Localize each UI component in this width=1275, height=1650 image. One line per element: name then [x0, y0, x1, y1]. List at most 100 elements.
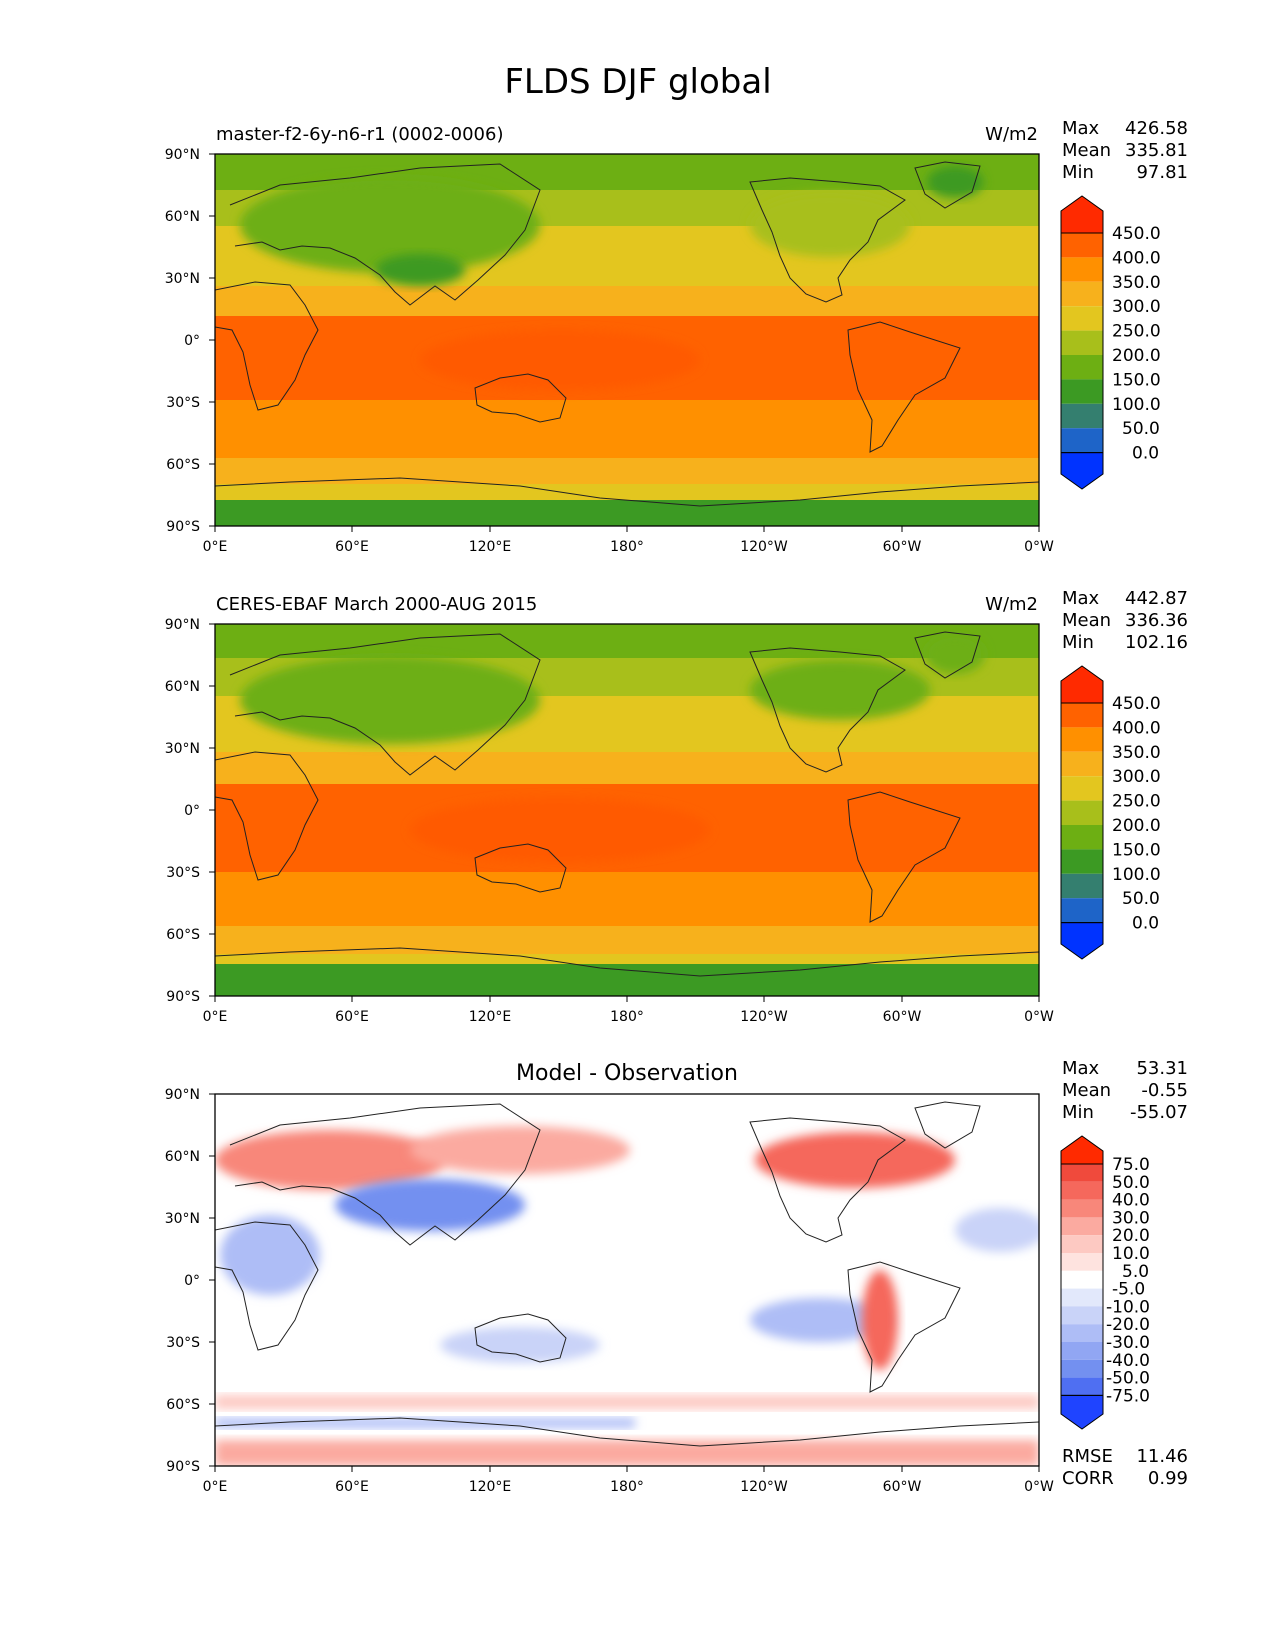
diff-blob-siberia-warm — [410, 1126, 630, 1174]
stats-block: Max 442.87 Mean 336.36 Min 102.16 — [1062, 588, 1188, 653]
colorbar-field: 450.0 400.0 350.0 300.0 250.0 200.0 150.… — [1060, 665, 1161, 960]
y-tick-label: 60°S — [166, 457, 200, 473]
stat-label: CORR — [1062, 1468, 1114, 1489]
coastlines — [215, 1101, 1039, 1447]
x-tick-label: 0°W — [1024, 1009, 1054, 1025]
stat-value: 442.87 — [1125, 588, 1188, 609]
field-blob-greenland — [925, 634, 985, 674]
colorbar-segment — [1061, 233, 1103, 258]
stat-label: Min — [1062, 1102, 1094, 1123]
x-tick-label: 120°E — [469, 1009, 512, 1025]
coastline-africa — [215, 281, 319, 411]
coastline-eurasia — [229, 1103, 541, 1246]
stat-label: Max — [1062, 588, 1100, 609]
field-band-subtropic-north — [215, 286, 1039, 320]
colorbar-segment — [1061, 1324, 1103, 1342]
panel-difference: Model - Observation Max 53.31 Mean -0.55… — [165, 1058, 1188, 1495]
colorbar-segment — [1061, 873, 1103, 899]
y-tick-label: 30°N — [165, 271, 200, 287]
x-tick-label: 0°E — [203, 1009, 228, 1025]
colorbar-label: 450.0 — [1112, 224, 1161, 244]
y-tick-label: 0° — [184, 1273, 200, 1289]
y-tick-label: 30°N — [165, 1211, 200, 1227]
coastline-eurasia — [229, 163, 541, 306]
colorbar-segment — [1061, 1377, 1103, 1396]
x-tick-label: 180° — [610, 539, 644, 555]
x-tick-label: 60°W — [883, 539, 922, 555]
colorbar-label: 350.0 — [1112, 273, 1161, 293]
colorbar-label: 300.0 — [1112, 297, 1161, 317]
y-tick-label: 90°N — [165, 147, 200, 163]
diff-blob-europe-warm — [215, 1130, 445, 1190]
stat-label: Min — [1062, 632, 1094, 653]
colorbar-label: 150.0 — [1112, 370, 1161, 390]
stat-label: Mean — [1062, 1080, 1111, 1101]
y-tick-label: 30°S — [166, 865, 200, 881]
x-tick-label: 0°E — [203, 539, 228, 555]
colorbar-label: 400.0 — [1112, 248, 1161, 268]
stats-block: Max 426.58 Mean 335.81 Min 97.81 — [1062, 118, 1188, 183]
colorbar-label: -40.0 — [1106, 1351, 1150, 1371]
field-band-south-subtropic — [215, 400, 1039, 458]
panel-units: W/m2 — [985, 594, 1038, 615]
stat-label: RMSE — [1062, 1446, 1113, 1467]
stat-value: 97.81 — [1136, 162, 1188, 183]
stat-label: Min — [1062, 162, 1094, 183]
colorbar-segment — [1061, 1359, 1103, 1378]
colorbar-top-arrow — [1060, 195, 1104, 234]
colorbar-label: 100.0 — [1112, 395, 1161, 415]
footer-stats: RMSE 11.46 CORR 0.99 — [1062, 1446, 1188, 1489]
x-tick-label: 120°W — [740, 1009, 788, 1025]
y-tick-label: 60°N — [165, 209, 200, 225]
colorbar-segment — [1061, 1164, 1103, 1182]
diff-band-antarctic-coast-cold — [215, 1418, 635, 1428]
colorbar-outline — [1060, 1163, 1104, 1396]
colorbar-segment — [1061, 898, 1103, 923]
colorbar-segment — [1061, 1181, 1103, 1200]
field-band-south-midlat — [215, 458, 1039, 488]
coastline-north-america — [749, 177, 906, 303]
y-axis-ticks: 90°N 60°N 30°N 0° 30°S 60°S 90°S — [165, 1087, 215, 1475]
colorbar-label: 5.0 — [1122, 1262, 1149, 1282]
diff-blob-north-america-warm — [755, 1132, 955, 1188]
stat-value: 336.36 — [1125, 610, 1188, 631]
y-tick-label: 90°N — [165, 1087, 200, 1103]
x-tick-label: 60°W — [883, 1009, 922, 1025]
diff-band-southern-warm — [215, 1395, 1039, 1409]
field-blob-west-pacific — [420, 330, 700, 390]
map-area — [215, 1094, 1039, 1466]
stat-label: Max — [1062, 118, 1100, 139]
y-tick-label: 90°S — [166, 989, 200, 1005]
colorbar-label: 250.0 — [1112, 322, 1161, 342]
colorbar-outline — [1060, 232, 1104, 454]
colorbar-segment — [1061, 1288, 1103, 1307]
colorbar-segment — [1061, 825, 1103, 850]
colorbar-label: -30.0 — [1106, 1333, 1150, 1353]
colorbar-diff: 75.0 50.0 40.0 30.0 20.0 10.0 5.0 -5.0 -… — [1060, 1135, 1150, 1430]
colorbar-label: -75.0 — [1106, 1386, 1150, 1406]
diff-blob-south-america-warm — [862, 1270, 898, 1370]
panel-observation: CERES-EBAF March 2000-AUG 2015 W/m2 Max … — [165, 588, 1188, 1025]
x-tick-label: 120°W — [740, 539, 788, 555]
coastline-greenland — [914, 631, 981, 679]
colorbar-top-arrow — [1060, 665, 1104, 704]
field-band-south-subtropic — [215, 872, 1039, 928]
coastline-north-america — [749, 1117, 906, 1243]
colorbar-top-arrow — [1060, 1135, 1104, 1165]
colorbar-segment — [1061, 1199, 1103, 1218]
colorbar-segment — [1061, 306, 1103, 331]
field-band-south-midlat — [215, 926, 1039, 956]
stat-value: 102.16 — [1125, 632, 1188, 653]
stat-value: 426.58 — [1125, 118, 1188, 139]
map-area — [215, 624, 1039, 996]
panel-units: W/m2 — [985, 124, 1038, 145]
colorbar-segment — [1061, 379, 1103, 404]
stat-value: 11.46 — [1136, 1446, 1188, 1467]
panel-model: master-f2-6y-n6-r1 (0002-0006) W/m2 Max … — [165, 118, 1188, 555]
colorbar-label: 20.0 — [1112, 1226, 1150, 1246]
colorbar-label: 40.0 — [1112, 1191, 1150, 1211]
stat-value: 0.99 — [1148, 1468, 1188, 1489]
coastline-antarctica — [215, 1417, 1039, 1447]
diff-blob-atlantic-cold — [955, 1208, 1039, 1252]
colorbar-label: 450.0 — [1112, 694, 1161, 714]
